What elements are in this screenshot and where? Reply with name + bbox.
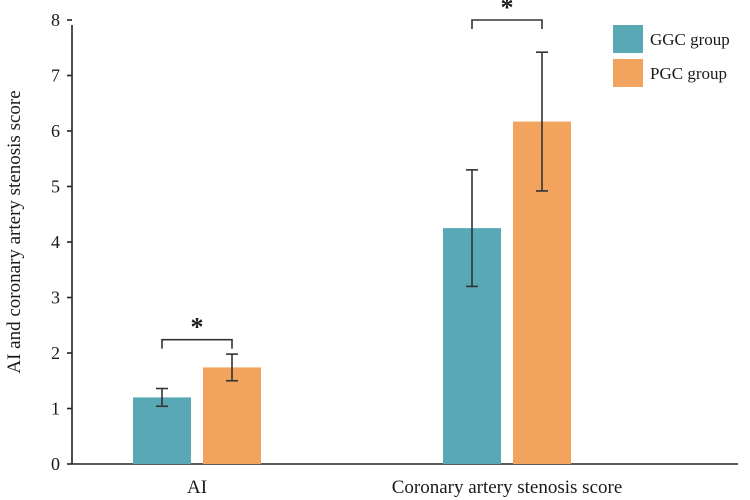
legend-swatch <box>613 25 643 53</box>
legend-label: GGC group <box>650 30 730 49</box>
x-category-label: AI <box>187 477 207 498</box>
y-tick-label: 7 <box>51 66 60 86</box>
legend-item: PGC group <box>613 59 727 87</box>
error-bars-group <box>156 51 548 408</box>
bar-ggc-0 <box>133 397 191 464</box>
significance-star: * <box>191 313 204 342</box>
y-axis-ticks: 0 1 2 3 4 5 6 7 8 <box>51 10 72 474</box>
y-tick-label: 2 <box>51 343 60 363</box>
y-tick-label: 3 <box>51 288 60 308</box>
y-tick-label: 6 <box>51 121 60 141</box>
significance-star: * <box>501 0 514 22</box>
bar-pgc-0 <box>203 367 261 464</box>
y-tick-label: 4 <box>51 232 60 252</box>
error-bar <box>536 51 548 192</box>
legend-label: PGC group <box>650 64 727 83</box>
legend-swatch <box>613 59 643 87</box>
y-axis-label: AI and coronary artery stenosis score <box>4 90 25 373</box>
error-bar <box>466 169 478 288</box>
category-labels-group: AI Coronary artery stenosis score <box>187 477 622 498</box>
y-tick-label: 0 <box>51 454 60 474</box>
error-bar <box>156 387 168 408</box>
legend: GGC group PGC group <box>613 25 730 87</box>
y-tick-label: 1 <box>51 399 60 419</box>
error-bar <box>226 353 238 382</box>
significance-bracket: * <box>471 0 543 29</box>
significance-bracket: * <box>161 313 233 349</box>
bars-group <box>133 121 571 464</box>
legend-item: GGC group <box>613 25 730 53</box>
significance-group: ** <box>161 0 543 349</box>
x-category-label: Coronary artery stenosis score <box>392 477 623 498</box>
y-tick-label: 8 <box>51 10 60 30</box>
y-tick-label: 5 <box>51 177 60 197</box>
